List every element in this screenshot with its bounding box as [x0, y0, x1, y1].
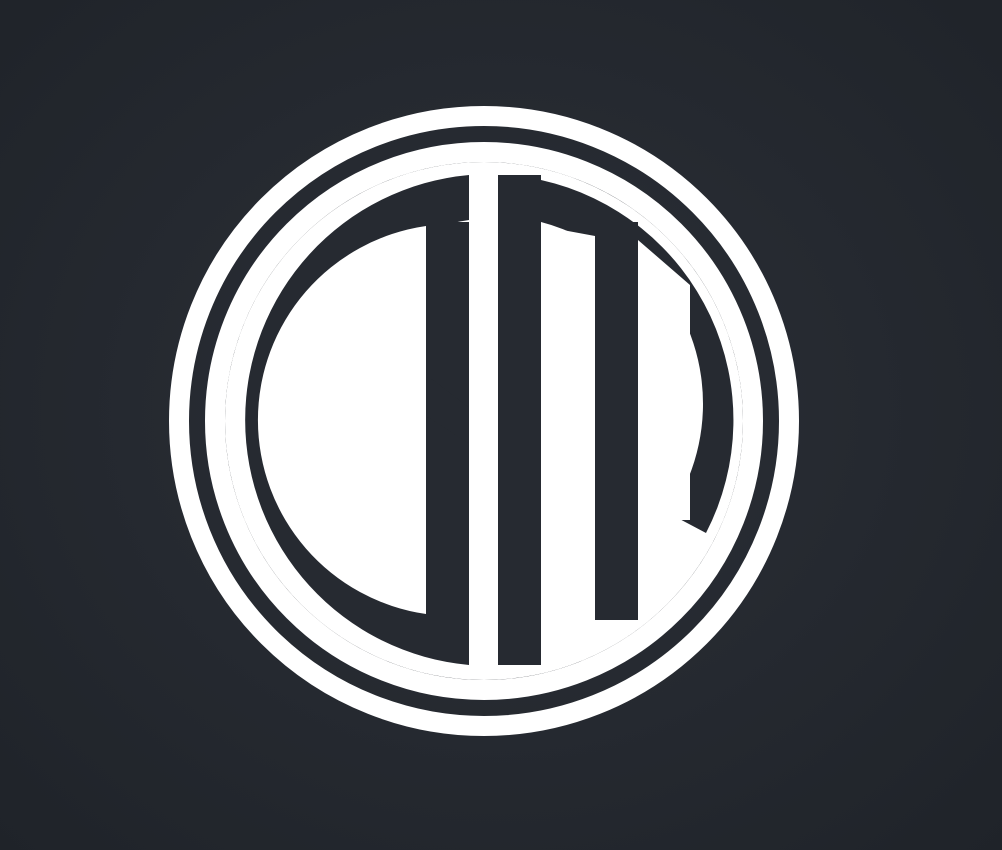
inner-ring	[205, 142, 763, 700]
s-inner-counter	[257, 226, 426, 614]
m-right-counter	[638, 258, 703, 517]
m-inner-counter	[541, 226, 595, 652]
letter-m-left-stem	[498, 175, 541, 665]
letter-m-right-stem	[638, 240, 690, 520]
outer-ring	[169, 106, 799, 736]
monogram-negative-space	[257, 226, 703, 652]
letter-m-middle-stem	[595, 222, 638, 620]
